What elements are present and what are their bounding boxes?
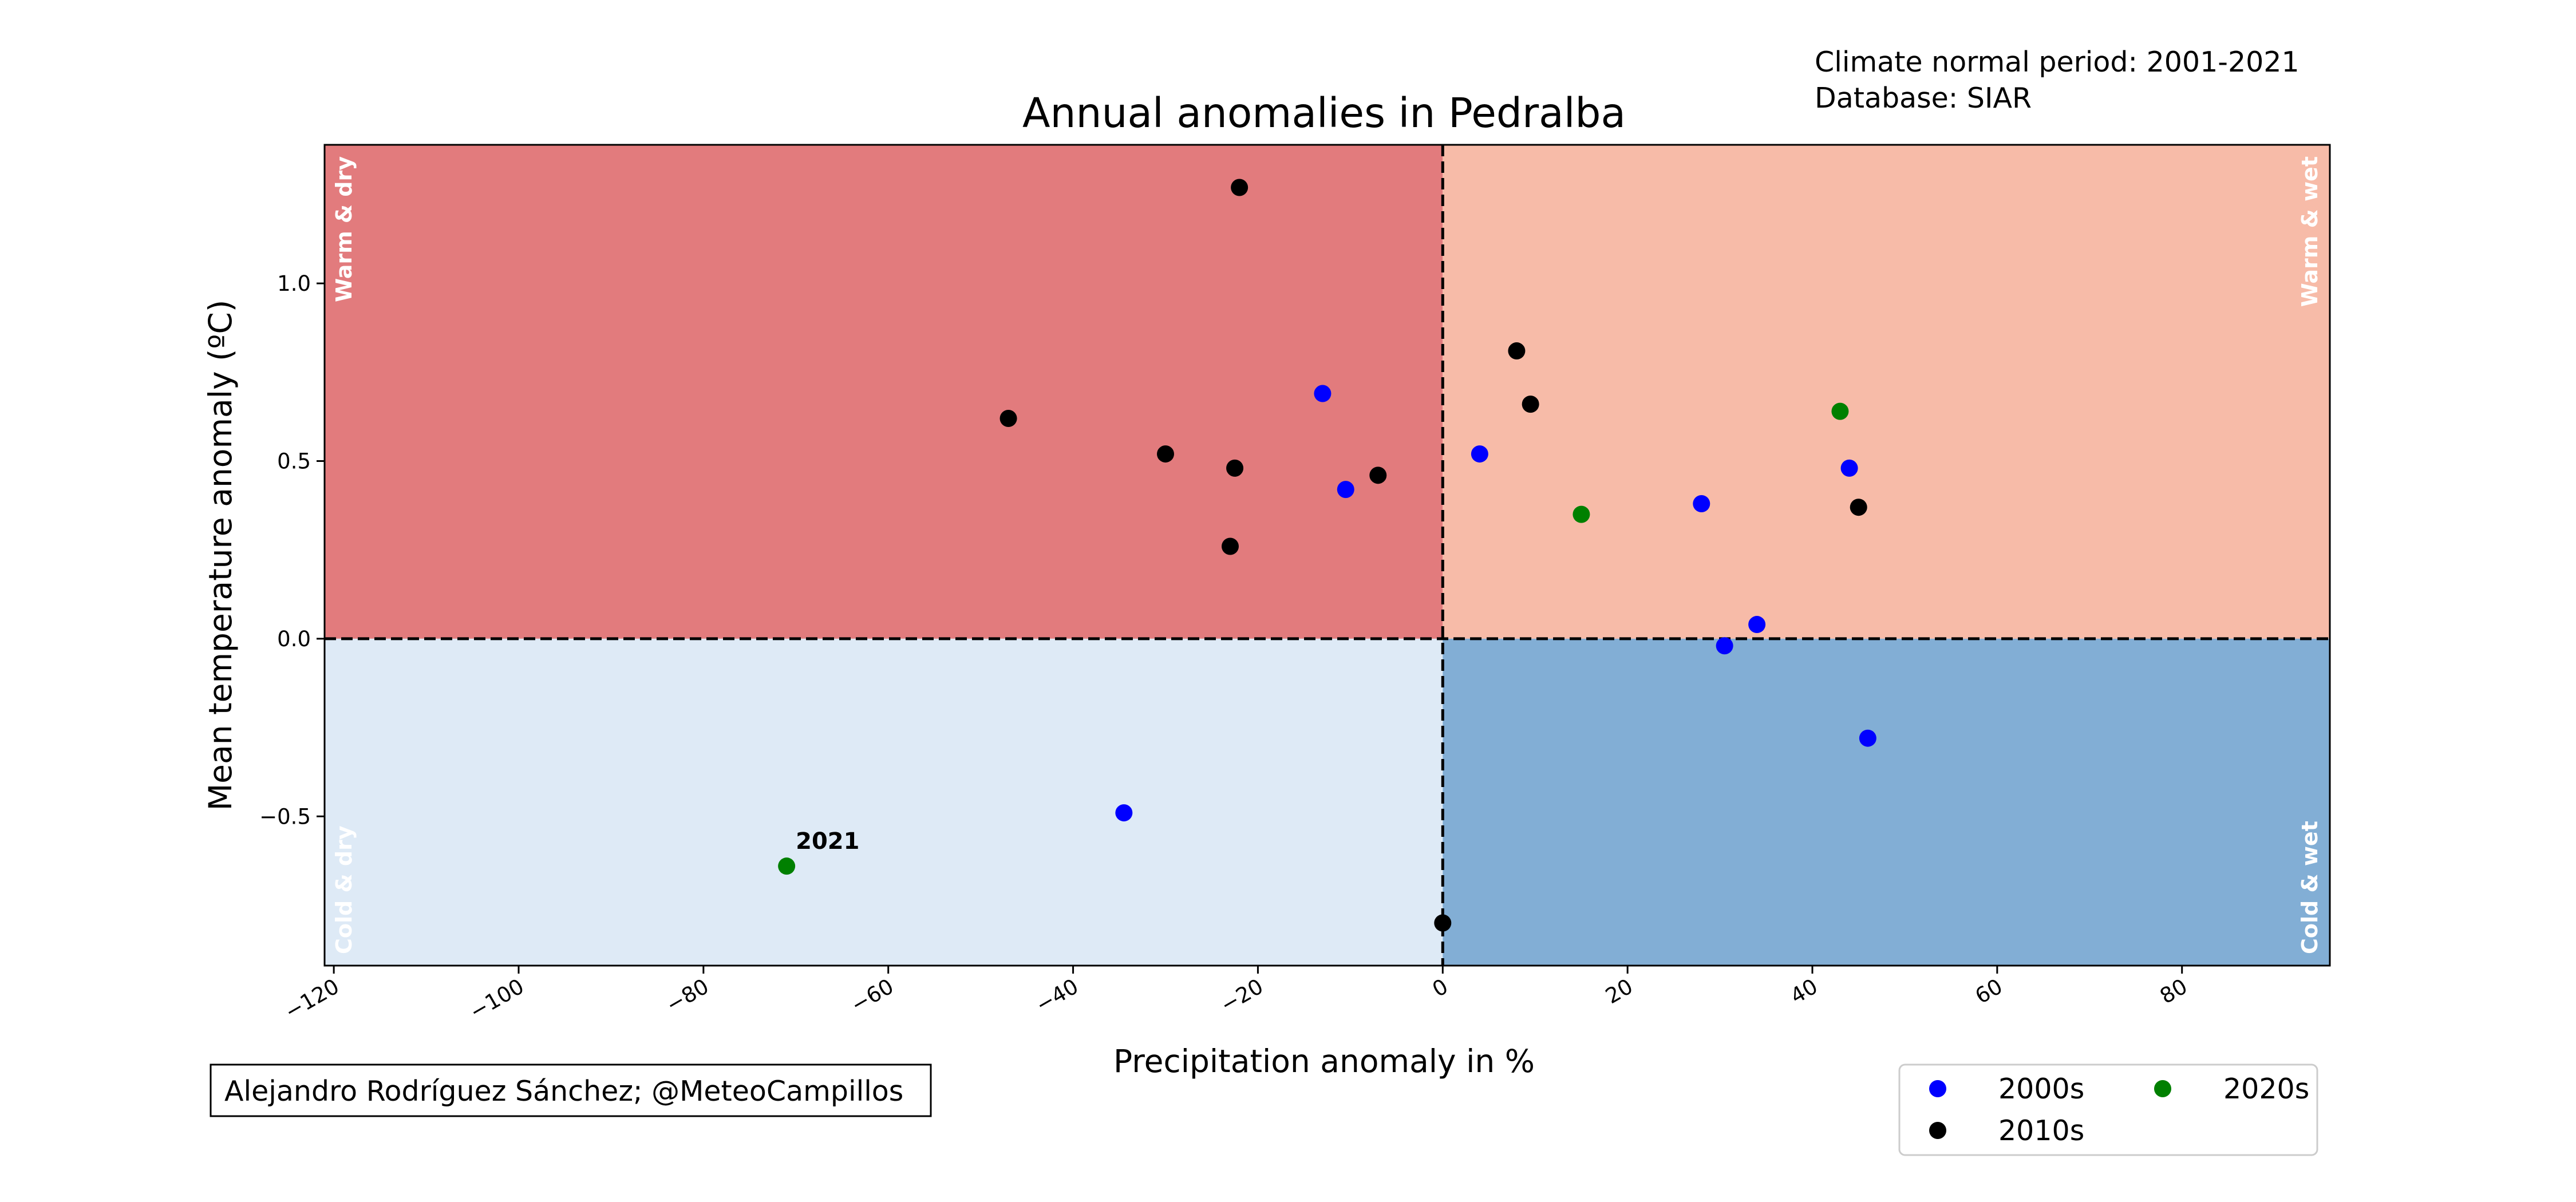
legend-marker-2000s: [1929, 1080, 1946, 1097]
credit-box: Alejandro Rodríguez Sánchez; @MeteoCampi…: [210, 1063, 932, 1117]
point-2000s-4: [1840, 459, 1858, 477]
point-2000s-7: [1859, 729, 1876, 747]
quadrant-warm-wet: [1443, 145, 2330, 639]
point-2010s-8: [1850, 499, 1867, 516]
point-2010s-0: [1231, 179, 1249, 196]
y-tick-label-0: −0.5: [259, 804, 311, 829]
legend-label-2010s: 2010s: [1998, 1114, 2084, 1147]
annotations: 2021: [796, 828, 859, 855]
point-2000s-2: [1471, 445, 1488, 463]
point-2010s-1: [999, 410, 1017, 427]
credit-frame: [210, 1063, 932, 1117]
y-axis-label: Mean temperature anomaly (ºC): [202, 300, 239, 811]
legend-marker-2020s: [2154, 1080, 2171, 1097]
x-axis-label: Precipitation anomaly in %: [1113, 1043, 1535, 1080]
x-tick-label-2: −80: [662, 974, 713, 1018]
legend-marker-2010s: [1929, 1122, 1946, 1139]
y-tick-label-1: 0.0: [277, 627, 311, 651]
quadrant-warm-dry: [325, 145, 1443, 639]
chart-title: Annual anomalies in Pedralba: [1022, 89, 1626, 137]
quadrant-label-warm-dry: Warm & dry: [331, 156, 357, 302]
x-tick-label-8: 40: [1786, 974, 1822, 1009]
point-2010s-6: [1508, 342, 1526, 360]
x-tick-label-7: 20: [1601, 974, 1637, 1009]
annotation-label-0: 2021: [796, 828, 859, 855]
x-tick-label-0: −120: [280, 974, 343, 1025]
info-line-period: Climate normal period: 2001-2021: [1815, 46, 2300, 78]
point-2010s-9: [1434, 914, 1452, 932]
quadrant-cold-wet: [1443, 638, 2330, 966]
point-2010s-5: [1222, 537, 1239, 555]
quadrant-cold-dry: [325, 638, 1443, 966]
credit-text: Alejandro Rodríguez Sánchez; @MeteoCampi…: [224, 1075, 903, 1108]
quadrant-label-cold-dry: Cold & dry: [331, 825, 357, 954]
y-tick-label-3: 1.0: [277, 271, 311, 296]
point-2010s-4: [1369, 466, 1387, 484]
legend-frame: [1898, 1063, 2318, 1156]
y-axis-ticks: −0.5 0.0 0.5 1.0: [259, 271, 325, 829]
quadrant-label-warm-wet: Warm & wet: [2297, 156, 2322, 307]
point-2000s-6: [1716, 637, 1733, 655]
point-2010s-3: [1226, 459, 1244, 477]
info-line-database: Database: SIAR: [1815, 82, 2032, 114]
quadrant-label-cold-wet: Cold & wet: [2297, 821, 2322, 954]
legend-label-2020s: 2020s: [2223, 1073, 2309, 1105]
legend-label-2000s: 2000s: [1998, 1073, 2084, 1105]
point-2010s-2: [1157, 445, 1174, 463]
point-2000s-3: [1693, 495, 1710, 512]
x-tick-label-5: −20: [1216, 974, 1267, 1018]
point-2020s-0: [1831, 402, 1849, 420]
x-tick-label-6: 0: [1428, 974, 1452, 1002]
plot-frame: [323, 144, 2331, 967]
plot-background: [325, 145, 2330, 966]
x-axis-ticks: −120 −100 −80 −60 −40 −20 0 20 40 60 80: [280, 966, 2191, 1025]
data-points: [778, 179, 1876, 932]
x-tick-label-4: −40: [1032, 974, 1082, 1018]
reference-lines: [325, 145, 2330, 966]
point-2000s-1: [1337, 481, 1354, 499]
point-2000s-0: [1314, 385, 1332, 402]
point-2010s-7: [1522, 396, 1539, 413]
point-2000s-5: [1748, 616, 1766, 634]
point-2020s-2: [778, 857, 796, 875]
point-2020s-1: [1573, 505, 1590, 523]
legend: 2000s 2010s 2020s: [1898, 1063, 2318, 1156]
point-2000s-8: [1115, 804, 1133, 822]
x-tick-label-9: 60: [1971, 974, 2006, 1009]
x-tick-label-3: −60: [847, 974, 898, 1018]
quadrant-labels: Warm & dry Warm & wet Cold & dry Cold & wet: [331, 156, 2322, 954]
x-tick-label-1: −100: [465, 974, 528, 1025]
y-tick-label-2: 0.5: [277, 449, 311, 473]
x-tick-label-10: 80: [2156, 974, 2191, 1009]
